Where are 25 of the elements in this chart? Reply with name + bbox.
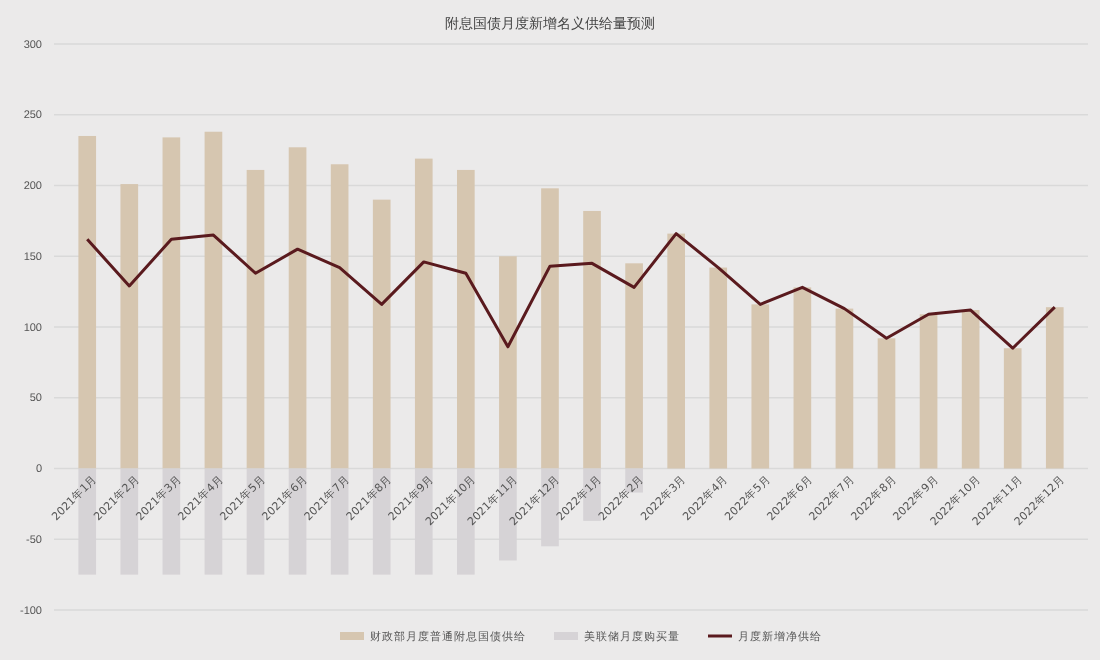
bar [1045,307,1064,469]
bar [120,184,139,469]
line-series [85,232,1057,350]
bar [835,308,854,469]
bar [709,267,728,469]
bar [961,310,980,469]
bar [162,137,181,469]
bar [330,164,349,469]
bar [414,158,433,469]
bar [499,256,517,469]
bar [372,199,391,469]
bar [204,131,223,469]
bar [583,210,601,469]
bar [288,147,307,469]
bar [793,287,812,469]
bar [877,338,896,469]
bar [246,169,265,469]
bar [541,188,559,469]
bar [751,304,770,469]
bar [919,314,938,469]
bar [667,233,685,469]
bar [457,169,475,469]
bar [78,135,97,469]
bar [1003,348,1022,469]
bar [625,263,643,469]
